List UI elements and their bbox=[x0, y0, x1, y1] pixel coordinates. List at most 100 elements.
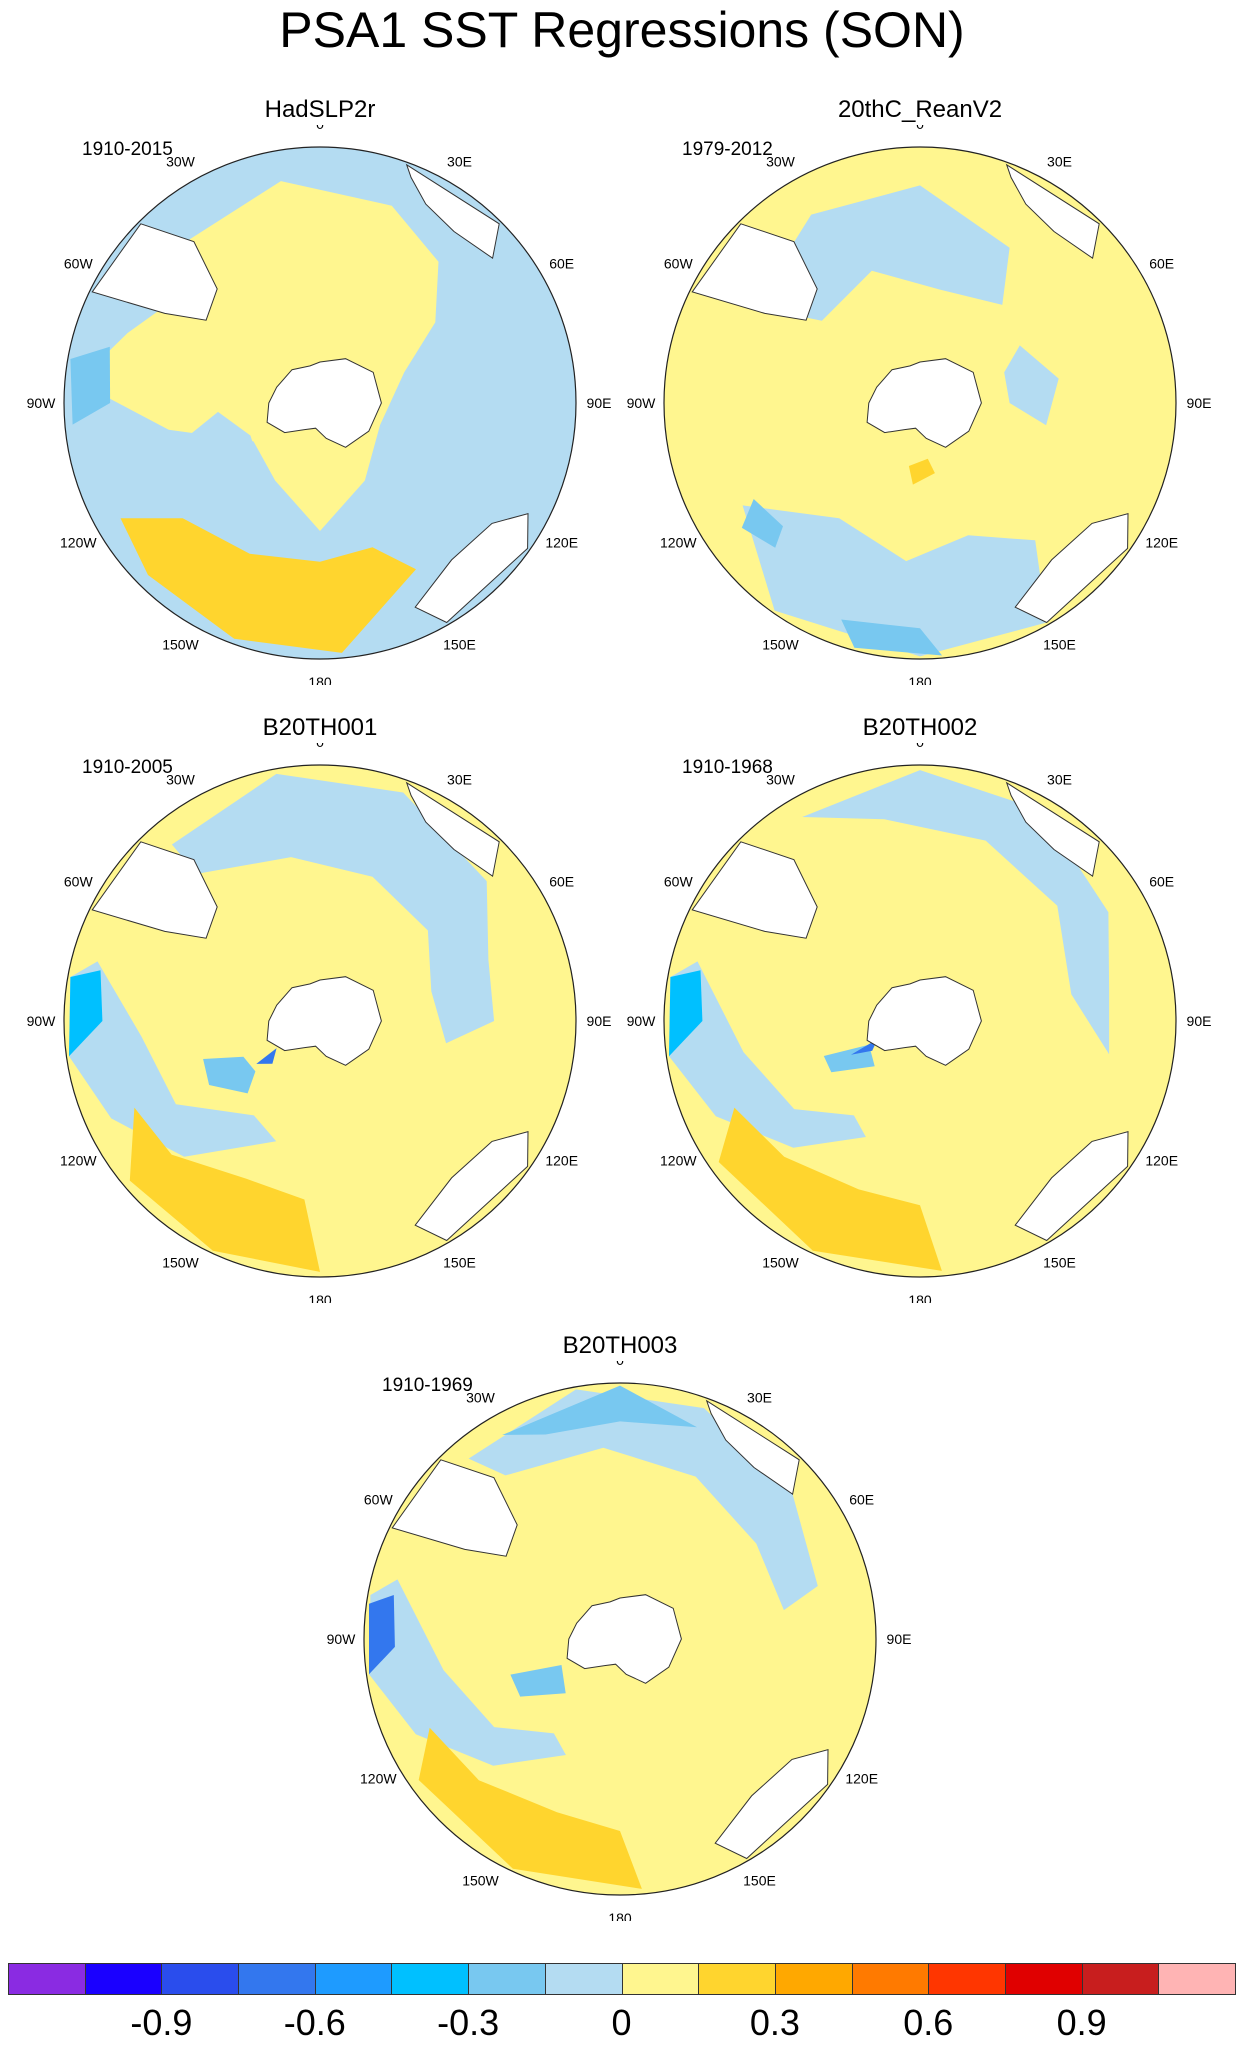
longitude-label: 150W bbox=[162, 637, 199, 653]
longitude-label: 30E bbox=[1047, 153, 1072, 169]
map-panel-hadslp2r: HadSLP2r 1910-2015 030E60E90E120E150E180… bbox=[20, 95, 640, 695]
longitude-label: 30W bbox=[766, 771, 796, 787]
longitude-label: 60E bbox=[549, 256, 574, 272]
longitude-label: 30E bbox=[747, 1389, 772, 1405]
colorbar-swatch bbox=[622, 1963, 700, 1995]
longitude-label: 180 bbox=[908, 674, 932, 685]
colorbar-swatch bbox=[468, 1963, 546, 1995]
longitude-label: 120E bbox=[545, 535, 578, 551]
longitude-label: 90E bbox=[1187, 1013, 1212, 1029]
longitude-label: 180 bbox=[908, 1292, 932, 1303]
longitude-label: 180 bbox=[608, 1910, 632, 1921]
longitude-label: 150E bbox=[443, 637, 476, 653]
panel-title: B20TH001 bbox=[20, 713, 620, 743]
colorbar-tick-label: -0.3 bbox=[418, 2003, 518, 2043]
colorbar-swatch bbox=[775, 1963, 853, 1995]
colorbar-tick-label: 0 bbox=[572, 2003, 672, 2043]
longitude-label: 30W bbox=[466, 1389, 496, 1405]
colorbar-tick-label: 0.3 bbox=[725, 2003, 825, 2043]
polar-map: 0 30E 60E 90E 120E 150E 180 150W 120W 90W 60W 30W bbox=[620, 743, 1240, 1303]
panel-title: B20TH002 bbox=[620, 713, 1220, 743]
longitude-label: 60E bbox=[849, 1492, 874, 1508]
longitude-label: 150W bbox=[162, 1255, 199, 1271]
polar-map: 0 30E 60E 90E 120E 150E 180 150W 120W 90W 60W 30W bbox=[620, 125, 1240, 685]
colorbar-swatch bbox=[1082, 1963, 1160, 1995]
polar-map: 0 30E 60E 90E 120E 150E 180 150W 120W 90W 60W 30W bbox=[20, 125, 640, 685]
longitude-label: 90E bbox=[1187, 395, 1212, 411]
panel-title: HadSLP2r bbox=[20, 95, 620, 125]
colorbar-tick-label: -0.6 bbox=[265, 2003, 365, 2043]
longitude-label: 150E bbox=[743, 1873, 776, 1889]
colorbar-swatch bbox=[85, 1963, 163, 1995]
colorbar-swatch bbox=[545, 1963, 623, 1995]
colorbar-swatch bbox=[8, 1963, 86, 1995]
longitude-label: 30W bbox=[166, 153, 196, 169]
longitude-label: 120W bbox=[360, 1771, 397, 1787]
longitude-label: 30W bbox=[166, 771, 196, 787]
polar-map: 0 30E 60E 90E 120E 150E 180 150W 120W 90W 60W 30W bbox=[320, 1361, 940, 1921]
longitude-label: 120E bbox=[845, 1771, 878, 1787]
longitude-label: 120E bbox=[1145, 1153, 1178, 1169]
colorbar-swatch bbox=[852, 1963, 930, 1995]
longitude-label: 0 bbox=[916, 125, 924, 132]
colorbar-swatch bbox=[238, 1963, 316, 1995]
longitude-label: 120W bbox=[60, 1153, 97, 1169]
longitude-label: 150W bbox=[762, 637, 799, 653]
colorbar bbox=[8, 1963, 1235, 1997]
longitude-label: 90E bbox=[587, 1013, 612, 1029]
colorbar-tick-label: -0.9 bbox=[111, 2003, 211, 2043]
longitude-label: 30W bbox=[766, 153, 796, 169]
colorbar-swatch bbox=[391, 1963, 469, 1995]
longitude-label: 150E bbox=[443, 1255, 476, 1271]
panel-title: 20thC_ReanV2 bbox=[620, 95, 1220, 125]
longitude-label: 120W bbox=[660, 1153, 697, 1169]
colorbar-tick-label: 0.6 bbox=[878, 2003, 978, 2043]
longitude-label: 120W bbox=[60, 535, 97, 551]
longitude-label: 120W bbox=[660, 535, 697, 551]
map-panel-20thc-reanv2: 20thC_ReanV2 1979-2012 0 30E 60E 90E 120E 150… bbox=[620, 95, 1240, 695]
longitude-label: 60W bbox=[64, 256, 94, 272]
longitude-label: 60W bbox=[364, 1492, 394, 1508]
longitude-label: 60W bbox=[664, 874, 694, 890]
longitude-label: 30E bbox=[447, 153, 472, 169]
longitude-label: 0 bbox=[316, 743, 324, 750]
longitude-label: 90W bbox=[627, 395, 657, 411]
longitude-label: 60E bbox=[1149, 874, 1174, 890]
colorbar-swatch bbox=[1158, 1963, 1236, 1995]
polar-map: 0 30E 60E 90E 120E 150E 180 150W 120W 90W 60W 30W bbox=[20, 743, 640, 1303]
colorbar-swatch bbox=[698, 1963, 776, 1995]
colorbar-swatch bbox=[928, 1963, 1006, 1995]
map-panel-b20th001: B20TH001 1910-2005 0 30E 60E 90E 120E 150E 180… bbox=[20, 713, 640, 1313]
longitude-label: 150E bbox=[1043, 637, 1076, 653]
longitude-label: 90W bbox=[27, 1013, 57, 1029]
map-panel-b20th003: B20TH003 1910-1969 0 30E 60E 90E 120E 150E 180… bbox=[320, 1331, 940, 1931]
longitude-label: 90W bbox=[627, 1013, 657, 1029]
map-panel-b20th002: B20TH002 1910-1968 0 30E 60E 90E 120E 150E 180… bbox=[620, 713, 1240, 1313]
longitude-label: 90W bbox=[327, 1631, 357, 1647]
longitude-label: 30E bbox=[1047, 771, 1072, 787]
colorbar-swatch bbox=[1005, 1963, 1083, 1995]
longitude-label: 120E bbox=[1145, 535, 1178, 551]
colorbar-swatch bbox=[315, 1963, 393, 1995]
colorbar-tick-label: 0.9 bbox=[1032, 2003, 1132, 2043]
longitude-label: 60W bbox=[664, 256, 694, 272]
longitude-label: 150E bbox=[1043, 1255, 1076, 1271]
longitude-label: 0 bbox=[616, 1361, 624, 1368]
colorbar-swatch bbox=[161, 1963, 239, 1995]
longitude-label: 0 bbox=[316, 125, 324, 132]
panel-title: B20TH003 bbox=[320, 1331, 920, 1361]
longitude-label: 30E bbox=[447, 771, 472, 787]
longitude-label: 180 bbox=[308, 674, 332, 685]
longitude-label: 180 bbox=[308, 1292, 332, 1303]
longitude-label: 60W bbox=[64, 874, 94, 890]
longitude-label: 120E bbox=[545, 1153, 578, 1169]
longitude-label: 0 bbox=[916, 743, 924, 750]
longitude-label: 90E bbox=[587, 395, 612, 411]
longitude-label: 90W bbox=[27, 395, 57, 411]
longitude-label: 60E bbox=[549, 874, 574, 890]
longitude-label: 90E bbox=[887, 1631, 912, 1647]
longitude-label: 150W bbox=[762, 1255, 799, 1271]
longitude-label: 150W bbox=[462, 1873, 499, 1889]
longitude-label: 60E bbox=[1149, 256, 1174, 272]
figure-title: PSA1 SST Regressions (SON) bbox=[0, 2, 1244, 58]
